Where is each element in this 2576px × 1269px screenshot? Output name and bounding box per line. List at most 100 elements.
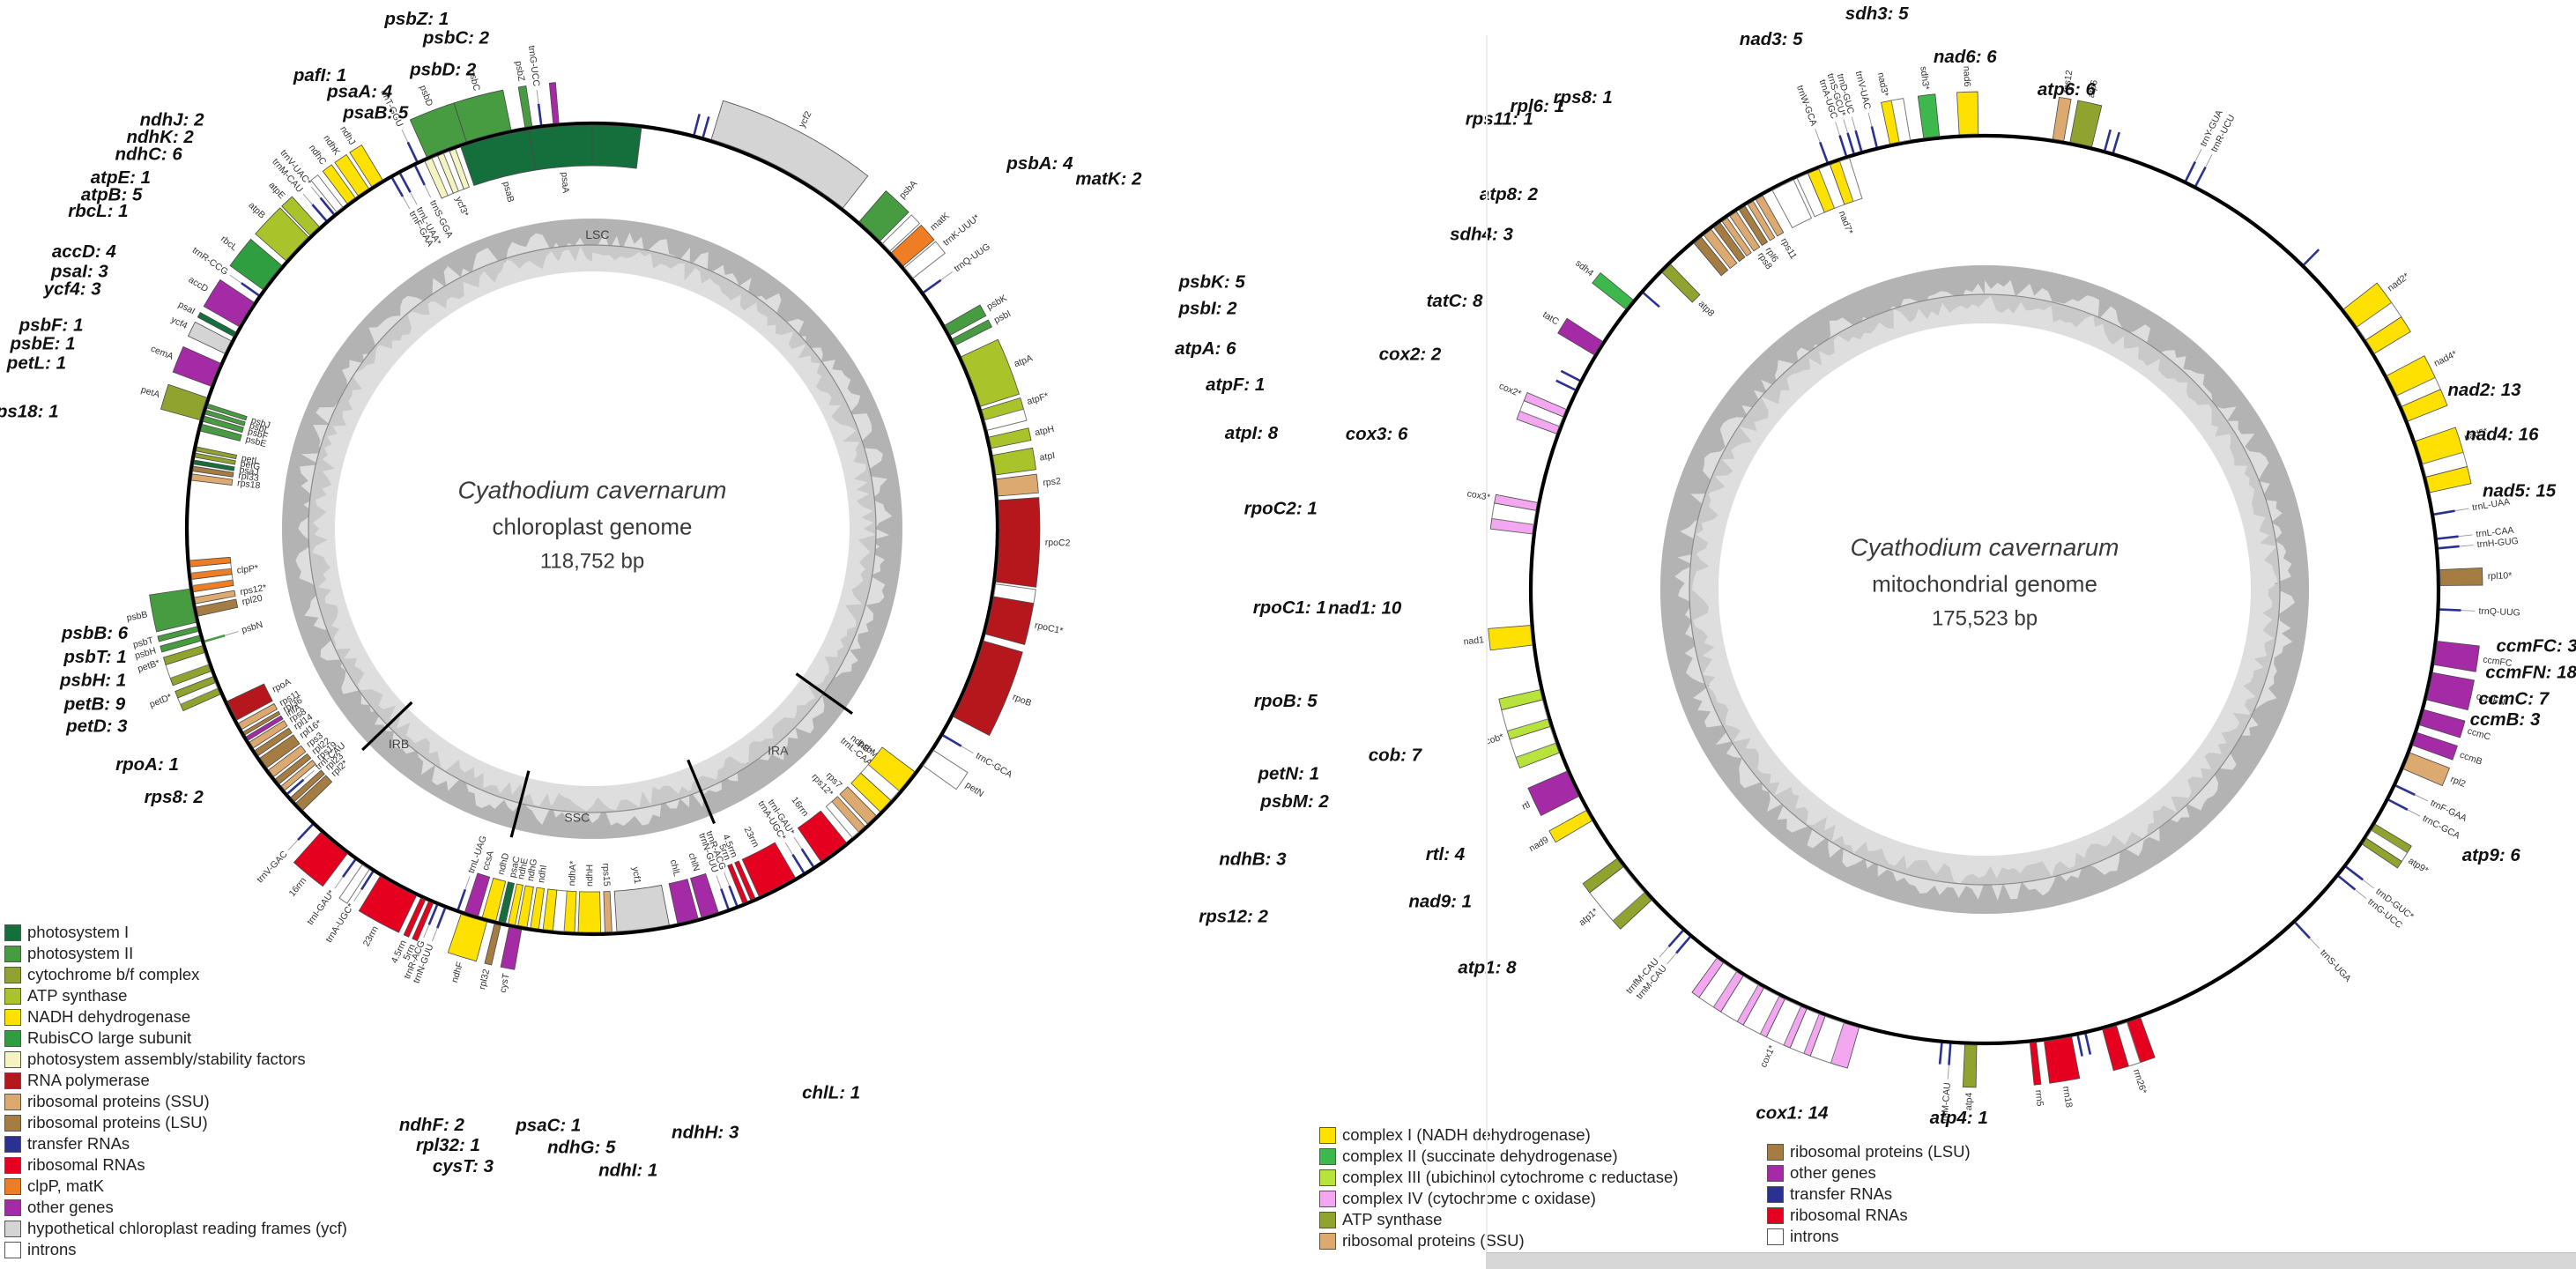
legend-item: complex IV (cytochrome c oxidase): [1319, 1188, 1678, 1209]
label-leader: [2407, 809, 2421, 817]
gene-name-atpH: atpH: [1034, 424, 1055, 438]
legend-swatch-rrna: [4, 1156, 21, 1174]
gene-block-psbJ: [206, 403, 248, 421]
region-boundary-tick: [795, 672, 854, 716]
label-leader: [1851, 116, 1857, 131]
gene-name-atpF*: atpF*: [1026, 390, 1050, 407]
legend-swatch-rrna: [1767, 1206, 1784, 1224]
gene-count-label-psbM: psbM: 2: [1259, 791, 1329, 812]
gene-name-psaJ: psaJ: [239, 464, 260, 478]
gene-count-label-sdh4: sdh4: 3: [1450, 224, 1513, 244]
legend-item: introns: [4, 1239, 347, 1260]
gene-name-psbD: psbD: [417, 84, 434, 108]
region-boundary-tick: [361, 701, 413, 752]
gene-name-atp9*: atp9*: [2406, 856, 2430, 876]
gene-count-label-tatC: tatC: 8: [1427, 291, 1483, 311]
gene-name-16rrn: 16rrn: [287, 875, 309, 899]
legend-item: clpP, matK: [4, 1176, 347, 1197]
gene-block-rpl6: [1738, 205, 1769, 247]
legend-label: RubisCO large subunit: [27, 1028, 192, 1047]
trna-tick-trnN-GUU: [436, 908, 447, 929]
trna-tick-trnL-UAA: [2433, 509, 2455, 516]
trna-name-trnC-GCA: trnC-GCA: [974, 751, 1014, 781]
gene-block: [189, 556, 232, 568]
legend-item: ATP synthase: [4, 985, 347, 1006]
gene-block-ccmB: [2412, 731, 2458, 761]
gene-count-label-atpE: atpE: 1: [91, 167, 151, 188]
legend-label: hypothetical chloroplast reading frames …: [27, 1219, 347, 1237]
gene-name-psaB: psaB: [501, 181, 516, 204]
gene-name-psbE: psbE: [244, 434, 267, 449]
gene-name-ycf4: ycf4: [169, 315, 189, 331]
label-leader: [1843, 119, 1848, 133]
gene-name-nad9: nad9: [1527, 835, 1550, 854]
gene-block-atpI: [991, 447, 1036, 476]
gene-block-atp4: [1962, 1044, 1978, 1088]
trna-tick-trnR-UCU: [2194, 166, 2207, 187]
gene-block-4.5rrn: [403, 897, 427, 938]
gene-count-label-ccmFC: ccmFC: 3: [2497, 636, 2576, 657]
gene-name-cox1*: cox1*: [1758, 1043, 1778, 1069]
gene-name-atpI: atpI: [1039, 450, 1056, 464]
gene-block: [338, 864, 370, 904]
gene-block: [1693, 236, 1729, 277]
region-label-LSC: LSC: [585, 227, 609, 241]
gene-name-atp4: atp4: [1964, 1092, 1975, 1110]
gene-count-label-rps12: rps12: 2: [1199, 907, 1268, 927]
gene-name-rps18: rps18: [237, 478, 262, 491]
gene-count-label-ccmC: ccmC: 7: [2478, 689, 2550, 709]
gene-name-ndhC: ndhC: [307, 143, 329, 167]
label-leader: [793, 836, 803, 850]
gene-name-psbA: psbA: [897, 179, 919, 202]
gene-name-ndhJ: ndhJ: [338, 124, 357, 147]
label-leader: [2415, 794, 2428, 802]
gene-name-ycf3*: ycf3*: [453, 195, 471, 218]
legend-label: ribosomal proteins (SSU): [27, 1092, 210, 1110]
legend-swatch-paf: [4, 1050, 21, 1068]
gene-name-cox3*: cox3*: [1466, 488, 1491, 503]
label-leader: [1947, 1065, 1949, 1080]
gene-name-tatC: tatC: [1540, 309, 1561, 328]
gene-block-ccmFC: [2433, 641, 2480, 672]
gene-name-ycf2: ycf2: [797, 109, 814, 130]
gene-count-label-psbC: psbC: 2: [422, 28, 490, 48]
gene-block: [1890, 98, 1912, 143]
gene-block: [1703, 228, 1738, 270]
trna-name-trnQ-UUG: trnQ-UUG: [2478, 606, 2520, 619]
gene-count-label-psbT: psbT: 1: [63, 647, 126, 667]
legend-label: cytochrome b/f complex: [27, 965, 200, 983]
gene-block-atp8: [1661, 263, 1701, 303]
gene-block-petG: [194, 452, 236, 465]
legend-label: transfer RNAs: [27, 1134, 130, 1153]
legend-item: NADH dehydrogenase: [4, 1006, 347, 1028]
label-leader: [2205, 154, 2213, 167]
legend-swatch-cyt: [4, 966, 21, 983]
gene-name-rpoC1*: rpoC1*: [1034, 620, 1064, 637]
gene-block-nad1: [1488, 625, 1533, 651]
gene-block-rpl23: [290, 769, 325, 802]
gene-count-label-ccmFN: ccmFN: 18: [2485, 663, 2576, 683]
gene-name-ndhK: ndhK: [321, 133, 342, 157]
trna-tick-trnF-GAA: [390, 177, 405, 197]
gene-count-label-petD: petD: 3: [65, 716, 128, 736]
gene-block-rpoA: [226, 683, 273, 721]
label-leader: [1659, 946, 1669, 958]
gene-block: [2102, 1025, 2129, 1072]
trna-name-trnG-UCC: trnG-UCC: [526, 45, 542, 87]
legend-swatch-oth: [1767, 1164, 1784, 1182]
legend-label: photosystem II: [27, 944, 134, 962]
gene-name-matK: matK: [928, 211, 951, 233]
legend-item: other genes: [4, 1197, 347, 1218]
legend-label: transfer RNAs: [1790, 1184, 1893, 1203]
gene-name-ndhE: ndhE: [516, 857, 531, 880]
region-label-IRB: IRB: [389, 737, 409, 751]
gene-name-psaC: psaC: [508, 855, 523, 879]
gene-name-rpl32: rpl32: [477, 968, 492, 991]
legend-item: complex II (succinate dehydrogenase): [1319, 1146, 1678, 1167]
gene-block-rpl10*: [2439, 567, 2483, 586]
legend-swatch-lsu: [4, 1114, 21, 1132]
chloroplast-center-title: Cyathodium cavernarum chloroplast genome…: [457, 471, 726, 578]
trna-tick: [2084, 1033, 2092, 1055]
gene-count-label-psbH: psbH: 1: [59, 670, 126, 690]
